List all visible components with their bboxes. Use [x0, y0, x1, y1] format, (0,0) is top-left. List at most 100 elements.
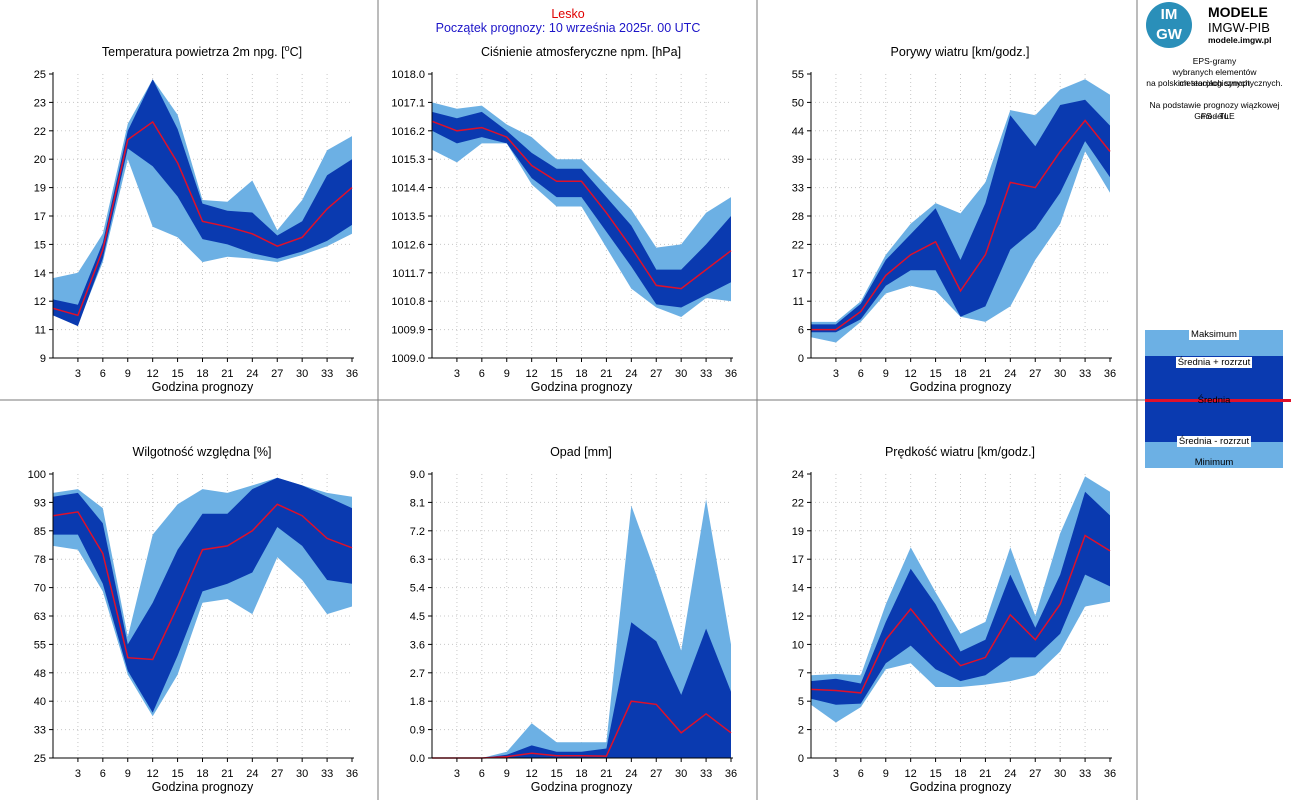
- x-tick-label: 6: [858, 368, 864, 380]
- band-mean-spread: [432, 622, 731, 758]
- x-tick-label: 9: [504, 368, 510, 380]
- x-tick-label: 24: [246, 368, 258, 380]
- x-axis-label: Godzina prognozy: [910, 380, 1012, 394]
- y-tick-label: 22: [792, 497, 804, 509]
- x-tick-label: 27: [271, 368, 283, 380]
- desc-line-3: na polskich stacjach synoptycznych.: [1146, 78, 1283, 88]
- logo-url: modele.imgw.pl: [1208, 35, 1272, 45]
- y-tick-label: 22: [792, 239, 804, 251]
- x-tick-label: 15: [929, 368, 941, 380]
- chart-title-text: Temperatura powietrza 2m npg. [: [102, 45, 285, 59]
- x-tick-label: 33: [700, 768, 712, 780]
- x-tick-label: 12: [526, 368, 538, 380]
- y-tick-label: 24: [792, 469, 804, 481]
- x-tick-label: 9: [125, 368, 131, 380]
- y-tick-label: 17: [792, 554, 804, 566]
- y-tick-label: 1017.1: [391, 97, 425, 109]
- y-tick-label: 33: [792, 183, 804, 195]
- y-tick-label: 19: [34, 183, 46, 195]
- y-tick-label: 15: [34, 239, 46, 251]
- y-tick-label: 6: [798, 325, 804, 337]
- y-tick-label: 1011.7: [392, 268, 425, 280]
- chart-title: Opad [mm]: [550, 445, 612, 459]
- x-tick-label: 36: [725, 768, 737, 780]
- x-axis-label: Godzina prognozy: [910, 780, 1012, 794]
- x-tick-label: 33: [1079, 368, 1091, 380]
- x-tick-label: 27: [650, 368, 662, 380]
- legend-mean-text: Średnia: [1197, 395, 1231, 406]
- desc-line-1: EPS-gramy: [1192, 56, 1237, 66]
- mean-line: [810, 534, 1111, 694]
- band-mean-spread: [811, 491, 1110, 705]
- legend-max-label: Maksimum: [1145, 329, 1283, 341]
- y-tick-label: 1016.2: [391, 126, 425, 138]
- x-tick-label: 15: [550, 768, 562, 780]
- y-tick-label: 55: [792, 69, 804, 81]
- y-tick-label: 7.2: [410, 526, 425, 538]
- x-axis-label: Godzina prognozy: [152, 780, 254, 794]
- band-min-max: [432, 102, 731, 318]
- y-tick-label: 40: [34, 696, 46, 708]
- logo-circle-top: IM: [1160, 6, 1178, 23]
- chart-title: Porywy wiatru [km/godz.]: [891, 45, 1030, 59]
- x-tick-label: 36: [346, 768, 358, 780]
- chart-panel-2: Ciśnienie atmosferyczne npm. [hPa] 1009.0…: [391, 45, 737, 394]
- y-tick-label: 0.0: [410, 753, 425, 765]
- x-tick-label: 30: [675, 768, 687, 780]
- y-tick-label: 1015.3: [391, 154, 425, 166]
- y-tick-label: 0: [798, 353, 804, 365]
- x-tick-label: 24: [625, 768, 637, 780]
- legend-mean-line: [1145, 399, 1291, 402]
- y-tick-label: 78: [34, 554, 46, 566]
- y-tick-label: 1.8: [410, 696, 425, 708]
- model-line-1: Na podstawie prognozy wiązkowej modelu: [1149, 100, 1280, 121]
- chart-panel-1: Temperatura powietrza 2m npg. [oC] 9 11 12 1…: [34, 43, 358, 394]
- y-tick-label: 12: [34, 296, 46, 308]
- y-tick-label: 28: [792, 211, 804, 223]
- y-tick-label: 0.9: [410, 725, 425, 737]
- x-tick-label: 27: [271, 768, 283, 780]
- chart-panel-4: Wilgotność względna [%]25334048556370788…: [28, 445, 358, 794]
- y-tick-label: 50: [792, 97, 804, 109]
- y-tick-label: 0: [798, 753, 804, 765]
- y-tick-label: 1009.9: [391, 325, 425, 337]
- y-tick-label: 20: [34, 154, 46, 166]
- y-tick-label: 22: [34, 126, 46, 138]
- y-tick-label: 11: [35, 325, 46, 337]
- x-tick-label: 33: [700, 368, 712, 380]
- station-name: Lesko: [551, 7, 585, 21]
- y-tick-label: 39: [792, 154, 804, 166]
- x-tick-label: 30: [675, 368, 687, 380]
- x-tick-label: 33: [321, 368, 333, 380]
- x-tick-label: 15: [171, 768, 183, 780]
- x-tick-label: 21: [600, 768, 612, 780]
- y-tick-label: 23: [34, 97, 46, 109]
- mean-line: [431, 120, 732, 290]
- x-tick-label: 30: [1054, 368, 1066, 380]
- legend-mean-label: Średnia: [1145, 395, 1283, 407]
- logo-circle-icon: IM GW: [1146, 2, 1192, 48]
- y-tick-label: 8.1: [410, 497, 425, 509]
- legend-mean-plus-label: Średnia + rozrzut: [1145, 357, 1283, 369]
- y-tick-label: 1014.4: [391, 183, 425, 195]
- x-tick-label: 6: [100, 768, 106, 780]
- x-tick-label: 18: [196, 768, 208, 780]
- y-tick-label: 5.4: [410, 583, 425, 595]
- y-tick-label: 17: [34, 211, 46, 223]
- y-tick-label: 1010.8: [391, 296, 425, 308]
- x-tick-label: 21: [600, 368, 612, 380]
- x-tick-label: 9: [883, 768, 889, 780]
- x-tick-label: 24: [246, 768, 258, 780]
- x-tick-label: 6: [858, 768, 864, 780]
- x-axis-label: Godzina prognozy: [531, 380, 633, 394]
- x-tick-label: 18: [575, 768, 587, 780]
- y-tick-label: 2.7: [410, 668, 425, 680]
- x-tick-label: 3: [75, 368, 81, 380]
- sidebar: IM GW MODELE IMGW-PIB modele.imgw.pl EPS…: [1138, 0, 1291, 800]
- legend-max-text: Maksimum: [1189, 329, 1239, 340]
- x-tick-label: 27: [1029, 768, 1041, 780]
- logo-title: MODELE: [1208, 4, 1268, 20]
- chart-title-unit: C]: [290, 45, 303, 59]
- x-tick-label: 12: [147, 768, 159, 780]
- y-tick-label: 10: [792, 639, 804, 651]
